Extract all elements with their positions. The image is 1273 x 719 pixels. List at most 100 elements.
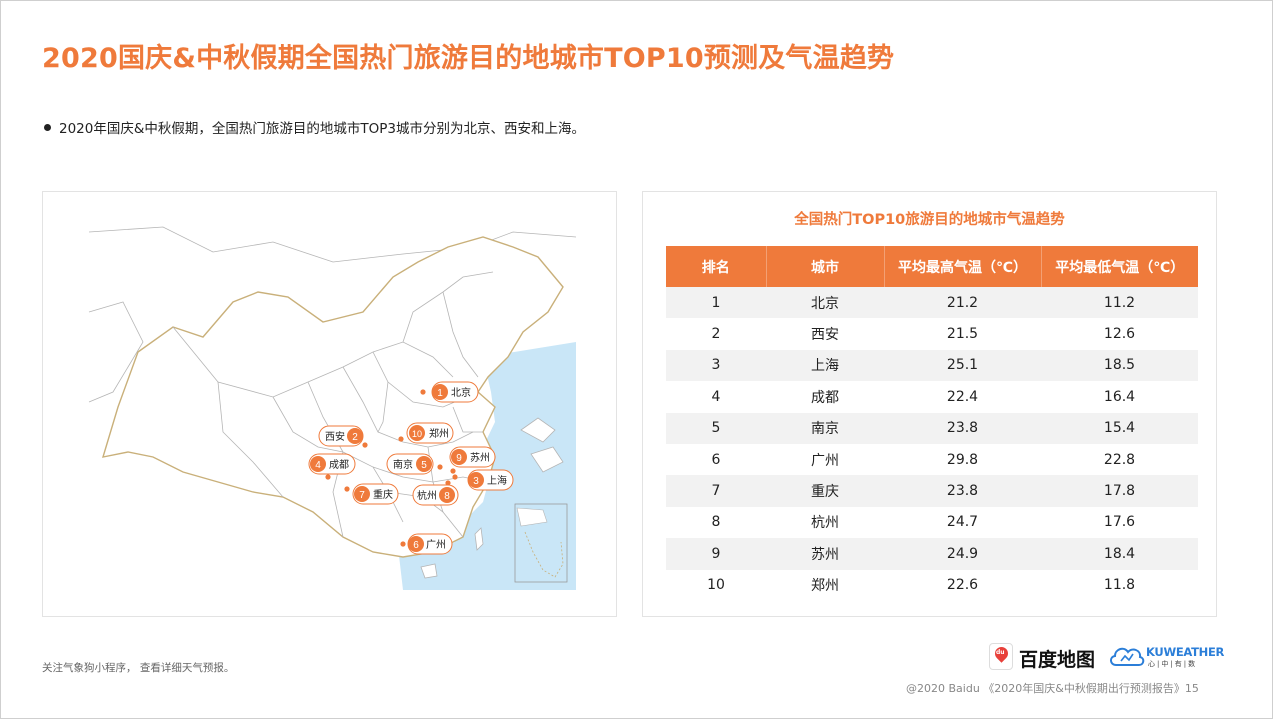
western-neighbour-border [88,301,144,403]
northern-neighbour-border [88,226,577,263]
marker-city: 南京 [393,458,413,471]
cell-city: 上海 [766,349,884,382]
marker-rank: 5 [421,460,427,471]
cell-rank: 10 [707,577,725,594]
table-row: 9 苏州 24.9 18.4 [666,538,1198,570]
table-row: 3 上海 25.1 18.5 [666,349,1198,382]
cell-rank: 1 [666,287,766,319]
marker-rank: 4 [315,460,321,471]
cell-avg-high: 22.6 [946,577,979,594]
bullet-point: 2020年国庆&中秋假期，全国热门旅游目的地城市TOP3城市分别为北京、西安和上… [44,117,585,137]
copyright-text: @2020 Baidu 《2020年国庆&中秋假期出行预测报告》15 [906,682,1199,695]
bullet-dot-icon [44,124,51,131]
marker-city: 郑州 [429,427,449,440]
marker-chengdu[interactable]: 4 成都 [308,453,356,480]
cell-city: 西安 [811,327,839,344]
cell-avg-low: 11.2 [1041,287,1198,319]
bullet-text: 2020年国庆&中秋假期，全国热门旅游目的地城市TOP3城市分别为北京、西安和上… [59,121,585,137]
inset-dash-line [524,531,564,578]
marker-suzhou[interactable]: 9 苏州 [449,446,496,474]
baidu-icon-text: du [996,649,1005,656]
table-title: 全国热门TOP10旅游目的地城市气温趋势 [794,212,1065,228]
cell-avg-low: 15.4 [1041,412,1198,444]
cell-city: 苏州 [766,538,884,570]
header-city: 城市 [766,246,885,287]
marker-city: 北京 [451,386,471,399]
page-title: 2020国庆&中秋假期全国热门旅游目的地城市TOP10预测及气温趋势 [42,43,895,74]
marker-zhengzhou[interactable]: 10 郑州 [398,422,454,444]
kuweather-logo: KUWEATHER 心|中|有|数 [1108,641,1224,671]
temperature-table: 排名 城市 平均最高气温（℃） 平均最低气温（℃） 1 北京 21.2 11.2 2 西… [666,246,1198,601]
cell-city: 广州 [811,452,839,469]
header-rank: 排名 [666,246,767,287]
cell-avg-high: 29.8 [946,451,979,468]
cell-rank: 2 [711,326,721,343]
kuweather-name: KUWEATHER [1146,645,1225,659]
cell-avg-low: 12.6 [1103,326,1136,343]
hainan-island [420,563,438,579]
table-row: 5 南京 23.8 15.4 [666,412,1198,444]
cell-avg-low: 17.8 [1041,475,1198,507]
marker-guangzhou[interactable]: 6 广州 [400,533,453,555]
table-row: 8 杭州 24.7 17.6 [666,507,1198,538]
cell-city: 郑州 [811,578,839,595]
marker-city: 重庆 [373,488,393,501]
table-row: 10 郑州 22.6 11.8 [666,570,1198,601]
cell-city: 北京 [766,287,884,319]
cell-city: 成都 [811,389,839,406]
cell-avg-high: 24.9 [884,538,1041,570]
inset-land [516,507,548,527]
marker-rank: 2 [352,432,358,443]
header-avg-high: 平均最高气温（℃） [884,246,1042,287]
header-avg-low: 平均最低气温（℃） [1041,246,1198,287]
cloud-icon [1110,647,1145,666]
cell-rank: 8 [711,514,721,531]
cell-avg-low: 11.8 [1103,577,1136,594]
table-row: 6 广州 29.8 22.8 [666,444,1198,475]
baidu-map-logo-text: 百度地图 [1019,649,1096,671]
cell-avg-low: 18.5 [1041,349,1198,382]
marker-city: 成都 [329,459,349,471]
marker-rank: 8 [444,491,450,502]
marker-rank: 10 [412,429,422,439]
marker-city: 西安 [325,430,345,443]
marker-city: 上海 [487,474,507,487]
cell-avg-high: 23.8 [884,412,1041,444]
cell-city: 杭州 [811,515,839,532]
marker-rank: 3 [473,476,479,487]
temperature-table-card: 全国热门TOP10旅游目的地城市气温趋势 排名 城市 平均最高气温（℃） 平均最… [642,191,1217,617]
marker-nanjing[interactable]: 5 南京 [386,453,443,475]
marker-rank: 7 [359,490,365,501]
cell-avg-high: 21.5 [946,326,979,343]
marker-hangzhou[interactable]: 8 杭州 [412,480,459,506]
table-row: 1 北京 21.2 11.2 [666,287,1198,319]
china-outline [101,236,564,558]
cell-avg-high: 24.7 [946,514,979,531]
cell-rank: 9 [666,538,766,570]
marker-city: 杭州 [417,489,437,502]
china-map-card: 1 北京 2 西安 3 上海 4 成都 5 [42,191,617,617]
cell-avg-high: 23.8 [884,475,1041,507]
table-row: 4 成都 22.4 16.4 [666,381,1198,412]
cell-avg-high: 25.1 [884,349,1041,382]
table-header-row: 排名 城市 平均最高气温（℃） 平均最低气温（℃） [666,246,1198,287]
cell-rank: 3 [666,349,766,382]
table-row: 2 西安 21.5 12.6 [666,318,1198,349]
cell-avg-low: 16.4 [1103,388,1136,405]
marker-rank: 6 [413,540,419,551]
cell-avg-low: 17.6 [1103,514,1136,531]
cell-city: 南京 [766,412,884,444]
marker-chongqing[interactable]: 7 重庆 [344,483,399,505]
cell-avg-low: 18.4 [1041,538,1198,570]
taiwan-island [474,527,484,551]
cell-rank: 7 [666,475,766,507]
china-map: 1 北京 2 西安 3 上海 4 成都 5 [88,226,577,590]
marker-xian[interactable]: 2 西安 [318,425,368,448]
table-row: 7 重庆 23.8 17.8 [666,475,1198,507]
marker-shanghai[interactable]: 3 上海 [452,469,514,491]
marker-city: 广州 [426,539,446,551]
marker-beijing[interactable]: 1 北京 [420,381,479,403]
kuweather-tagline: 心|中|有|数 [1148,660,1198,668]
marker-rank: 9 [456,453,462,464]
cell-rank: 4 [711,388,721,405]
